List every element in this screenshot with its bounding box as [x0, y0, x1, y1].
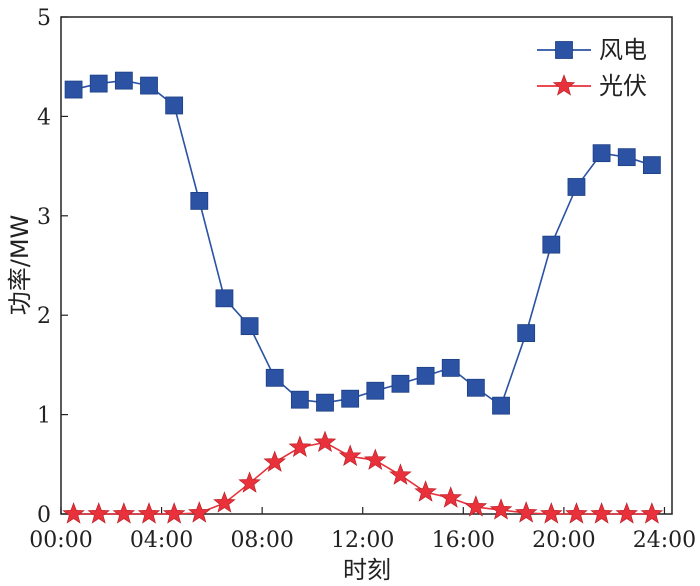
data-point	[565, 502, 588, 524]
data-point	[114, 71, 133, 90]
y-axis-title: 功率/MW	[6, 215, 34, 316]
data-point	[640, 502, 664, 524]
data-point	[213, 491, 236, 513]
y-tick-label: 3	[37, 205, 51, 230]
data-point	[188, 501, 211, 523]
x-axis: 00:00 04:00 08:00 12:00 16:00 20:00 24:00	[29, 507, 696, 553]
data-point	[341, 389, 360, 408]
data-point	[464, 495, 488, 517]
series-wind	[64, 71, 661, 415]
x-tick-label: 12:00	[331, 528, 394, 553]
data-point	[137, 502, 161, 524]
data-point	[364, 448, 387, 470]
legend-item: 风电	[537, 36, 647, 64]
y-tick-label: 4	[37, 105, 51, 130]
data-point	[592, 144, 611, 163]
legend-marker	[555, 41, 573, 59]
x-tick-label: 20:00	[532, 528, 595, 553]
y-tick-label: 1	[37, 404, 51, 429]
data-point	[316, 393, 334, 412]
data-point	[87, 502, 111, 524]
data-point	[416, 366, 435, 385]
data-point	[439, 486, 463, 508]
x-tick-label: 04:00	[130, 528, 193, 553]
data-point	[313, 430, 337, 453]
data-point	[162, 502, 186, 524]
y-tick-label: 5	[37, 6, 51, 31]
data-point	[514, 501, 538, 523]
x-tick-label: 16:00	[432, 528, 495, 553]
data-point	[391, 374, 410, 393]
data-point	[492, 396, 510, 415]
data-point	[238, 471, 261, 493]
series-solar	[62, 430, 664, 524]
data-point	[165, 96, 184, 115]
x-tick-label: 24:00	[633, 528, 696, 553]
data-point	[441, 358, 460, 377]
data-point	[366, 381, 385, 400]
x-tick-label: 00:00	[29, 528, 92, 553]
series-layer	[62, 71, 664, 524]
data-point	[338, 444, 362, 466]
data-point	[414, 480, 437, 502]
data-point	[190, 191, 209, 210]
data-point	[62, 502, 85, 524]
y-tick-label: 0	[37, 503, 51, 528]
legend-marker	[552, 74, 576, 96]
legend-label: 风电	[599, 36, 647, 64]
data-point	[288, 435, 312, 457]
data-point	[542, 235, 561, 254]
data-point	[112, 502, 136, 524]
data-point	[590, 502, 613, 524]
x-tick-label: 08:00	[230, 528, 293, 553]
data-point	[540, 502, 563, 524]
y-axis: 0 1 2 3 4 5	[37, 6, 68, 528]
series-line	[73, 79, 653, 407]
legend-item: 光伏	[537, 72, 647, 100]
data-point	[215, 289, 234, 308]
data-point	[517, 324, 536, 342]
data-point	[615, 502, 639, 524]
data-point	[263, 450, 287, 472]
y-tick-label: 2	[37, 304, 51, 329]
data-point	[89, 74, 108, 93]
data-point	[64, 80, 83, 99]
data-point	[642, 156, 661, 175]
data-point	[389, 463, 412, 485]
x-axis-title: 时刻	[343, 556, 391, 584]
series-line	[73, 441, 652, 515]
data-point	[489, 498, 513, 520]
data-point	[265, 368, 284, 387]
data-point	[466, 378, 485, 397]
data-point	[240, 317, 259, 336]
plot-frame	[60, 16, 673, 515]
data-point	[617, 148, 636, 167]
data-point	[140, 76, 158, 95]
data-point	[290, 390, 309, 409]
legend-label: 光伏	[599, 72, 647, 100]
data-point	[567, 178, 586, 196]
